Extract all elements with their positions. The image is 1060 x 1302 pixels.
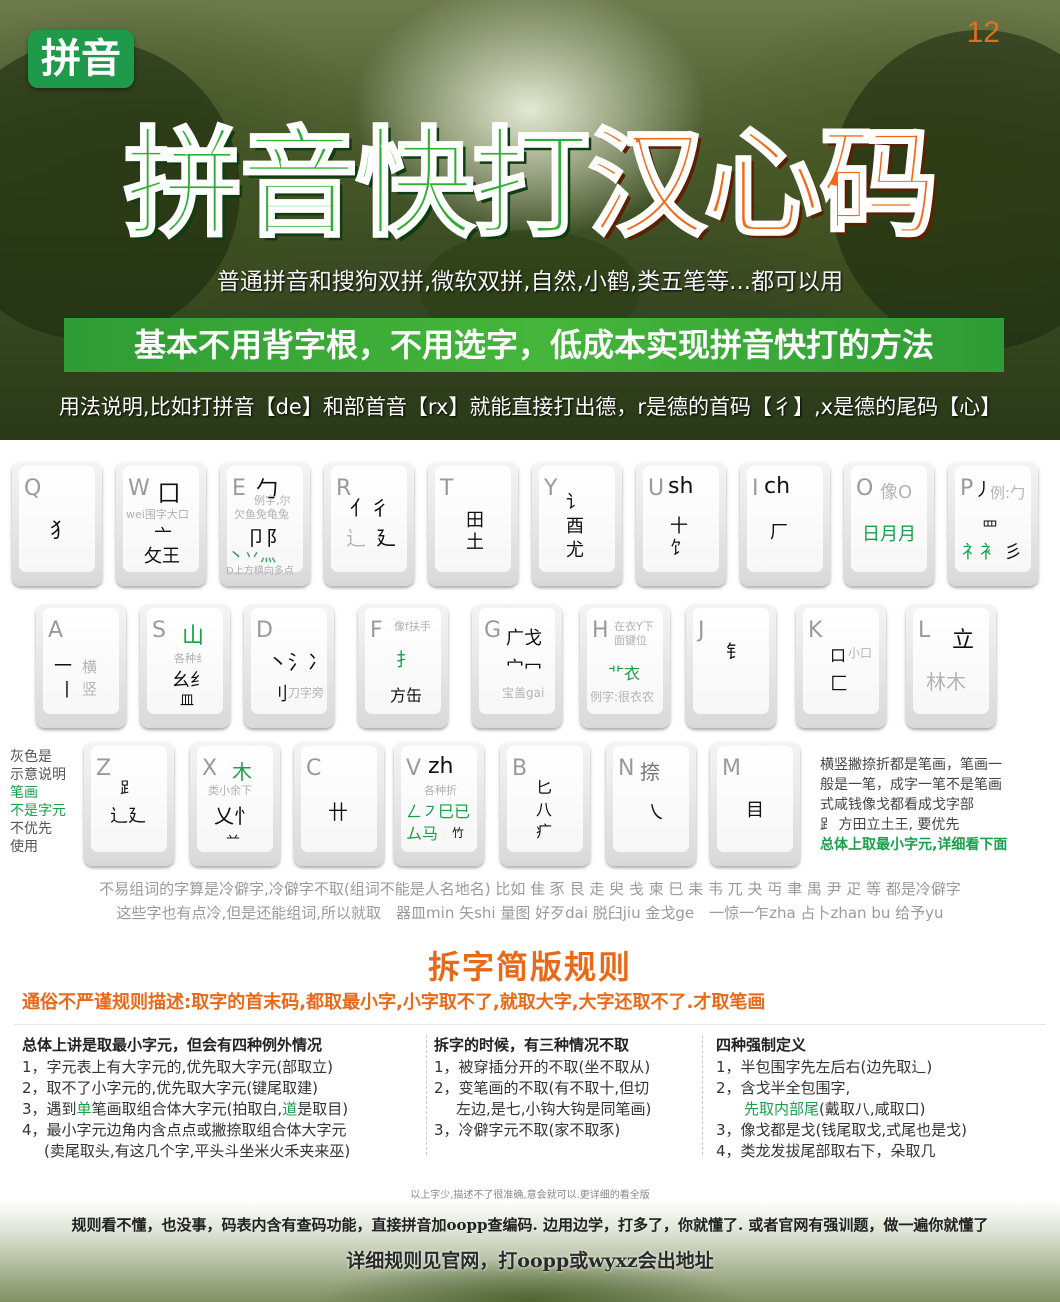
key-g[interactable]: G 广戈 宀冖 宝盖gai bbox=[472, 604, 562, 728]
key-e[interactable]: E 勹 例字,尔 欠鱼免龟兔 卩阝 丶丷灬 D上方横向多点 bbox=[220, 462, 310, 586]
title-green: 拼音快打 bbox=[122, 113, 591, 255]
header-banner: 拼音 12 拼音快打汉心码 普通拼音和搜狗双拼,微软双拼,自然,小鹤,类五笔等.… bbox=[0, 0, 1060, 440]
rules-col-excluded: 拆字的时候，有三种情况不取 1，被穿插分开的不取(坐不取从) 2，变笔画的不取(… bbox=[434, 1036, 652, 1139]
semi-rare-char-note: 这些字也有点冷,但是还能组词,所以就取 器皿min 矢shi 量图 好歹dai … bbox=[116, 904, 944, 922]
key-j[interactable]: J 钅 bbox=[686, 604, 776, 728]
tree-shadow bbox=[830, 30, 1060, 350]
title-orange: 汉心码 bbox=[586, 113, 939, 255]
divider bbox=[426, 1035, 427, 1155]
stroke-note: 横竖撇捺折都是笔画，笔画一 般是一笔，成字一笔不是笔画 式咸钱像戈都看成戈字部 … bbox=[820, 757, 1008, 853]
key-d[interactable]: D 丶氵冫 刂 刀字旁 bbox=[244, 604, 334, 728]
tiny-note: 以上字少,描述不了很准确,意会就可以.更详细的看全版 bbox=[410, 1190, 650, 1201]
key-k[interactable]: K 口 小口 匚 bbox=[796, 604, 886, 728]
divider bbox=[702, 1035, 703, 1155]
rules-col-exceptions: 总体上讲是取最小字元，但会有四种例外情况 1，字元表上有大字元的,优先取大字元(… bbox=[22, 1036, 351, 1160]
key-s[interactable]: S 山 各种纟 幺纟 皿 bbox=[140, 604, 230, 728]
key-m[interactable]: M 目 bbox=[710, 742, 800, 866]
legend-note-left: 灰色是 示意说明 笔画 不是字元 不优先 使用 bbox=[10, 749, 66, 855]
key-r[interactable]: R 亻彳 辶 廴 bbox=[324, 462, 414, 586]
rules-box: 总体上讲是取最小字元，但会有四种例外情况 1，字元表上有大字元的,优先取大字元(… bbox=[14, 1024, 1046, 1176]
key-a[interactable]: A 一 横 丨 竖 bbox=[36, 604, 126, 728]
key-x[interactable]: X 木 类小余下 乂忄 䒑 bbox=[190, 742, 280, 866]
usage-text: 用法说明,比如打拼音【de】和部首音【rx】就能直接打出德，r是德的首码【彳】,… bbox=[58, 395, 1002, 419]
key-i[interactable]: I ch 厂 bbox=[740, 462, 830, 586]
footer: 规则看不懂，也没事，码表内含有查码功能，直接拼音加oopp查编码. 边用边学，打… bbox=[0, 1200, 1060, 1302]
key-p[interactable]: P 丿 例:勹 罒 礻衤 彡 bbox=[948, 462, 1038, 586]
rules-summary: 通俗不严谨规则描述:取字的首末码,都取最小字,小字取不了,就取大字,大字还取不了… bbox=[22, 992, 766, 1013]
key-h[interactable]: H 在衣Y下 面键位 ⻀衣 例字:很衣农 bbox=[580, 604, 670, 728]
footer-line-2: 详细规则见官网，打oopp或wyxz会出地址 bbox=[346, 1250, 714, 1272]
key-u[interactable]: U sh 十 饣 bbox=[636, 462, 726, 586]
key-l[interactable]: L 立 林木 bbox=[906, 604, 996, 728]
slogan-banner: 基本不用背字根，不用选字，低成本实现拼音快打的方法 bbox=[64, 318, 1004, 372]
rare-char-note: 不易组词的字算是冷僻字,冷僻字不取(组词不能是人名地名) 比如 隹 豕 艮 走 … bbox=[99, 880, 961, 898]
rules-col-forced: 四种强制定义 1，半包围字先左后右(边先取辶) 2，含戈半全包围字, 先取内部尾… bbox=[716, 1036, 968, 1160]
page-number: 12 bbox=[966, 16, 1000, 49]
key-y[interactable]: Y 讠 酉 尤 bbox=[532, 462, 622, 586]
key-c[interactable]: C 卄 bbox=[294, 742, 384, 866]
key-v[interactable]: V zh 各种折 ㄥ㇇巳已 ム马 竹 bbox=[394, 742, 484, 866]
subtitle: 普通拼音和搜狗双拼,微软双拼,自然,小鹤,类五笔等...都可以用 bbox=[216, 269, 844, 295]
tree-shadow bbox=[0, 40, 240, 340]
key-z[interactable]: Z ⻊ 辶廴 bbox=[84, 742, 174, 866]
main-title: 拼音快打汉心码 bbox=[100, 88, 960, 258]
key-n[interactable]: N 捺 ㇏ bbox=[606, 742, 696, 866]
key-q[interactable]: Q 犭 bbox=[12, 462, 102, 586]
key-t[interactable]: T 田 土 bbox=[428, 462, 518, 586]
pinyin-badge: 拼音 bbox=[28, 30, 134, 88]
rules-title: 拆字简版规则 bbox=[427, 948, 632, 986]
key-w[interactable]: W 囗 wei围字大口 亠 攵王 bbox=[116, 462, 206, 586]
key-f[interactable]: F 像f扶手 扌 方缶 bbox=[358, 604, 448, 728]
key-b[interactable]: B 匕 八 疒 bbox=[500, 742, 590, 866]
key-o[interactable]: O 像O 日月月 bbox=[844, 462, 934, 586]
footer-line-1: 规则看不懂，也没事，码表内含有查码功能，直接拼音加oopp查编码. 边用边学，打… bbox=[71, 1216, 989, 1234]
